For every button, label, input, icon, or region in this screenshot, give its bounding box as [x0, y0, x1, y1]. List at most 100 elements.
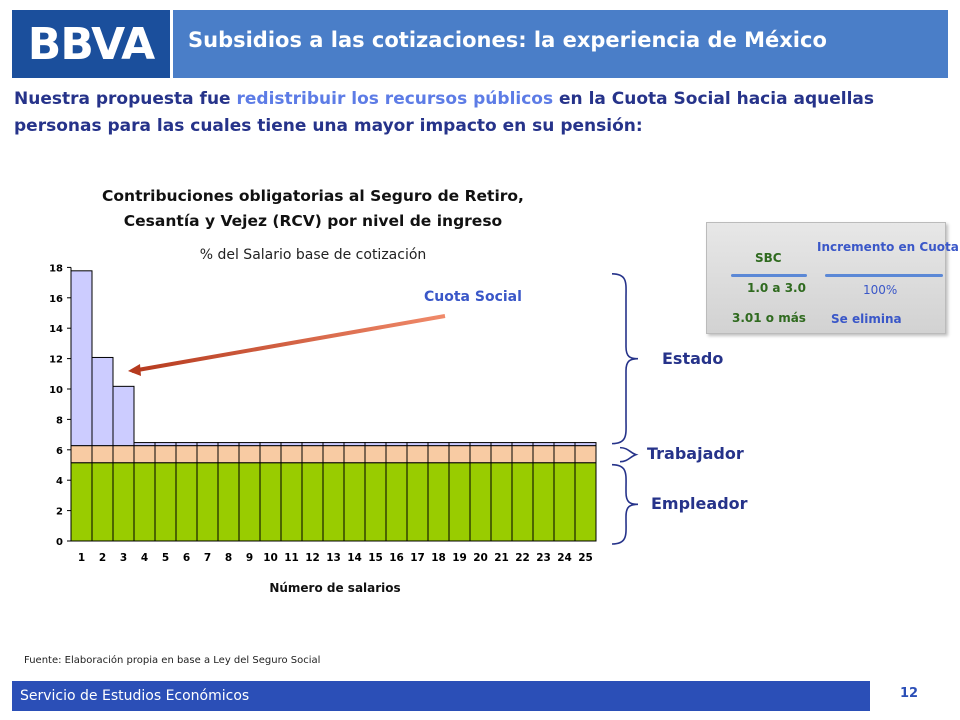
x-tick-label: 25	[578, 552, 593, 564]
bar-empleador-24	[553, 462, 576, 542]
bar-estado-13	[322, 442, 345, 447]
y-tick-label: 10	[49, 385, 63, 396]
bar-trabajador-9	[238, 445, 261, 464]
x-tick-label: 16	[389, 552, 404, 564]
bar-trabajador-22	[511, 445, 534, 464]
intro-text: Nuestra propuesta fue redistribuir los r…	[14, 86, 944, 140]
bar-estado-4	[133, 442, 156, 447]
bar-empleador-11	[280, 462, 303, 542]
bar-trabajador-20	[469, 445, 492, 464]
x-tick-label: 6	[183, 552, 190, 564]
y-tick-label: 0	[56, 537, 63, 548]
bar-trabajador-12	[301, 445, 324, 464]
x-tick-label: 4	[141, 552, 148, 564]
chart-subtitle: % del Salario base de cotización	[199, 247, 427, 263]
bar-trabajador-8	[217, 445, 240, 464]
x-tick-label: 8	[225, 552, 232, 564]
x-tick-label: 2	[99, 552, 106, 564]
source-note: Fuente: Elaboración propia en base a Ley…	[24, 655, 321, 666]
x-tick-label: 10	[263, 552, 278, 564]
bar-trabajador-2	[91, 445, 114, 464]
bar-trabajador-25	[574, 445, 597, 464]
x-axis-label: Número de salarios	[269, 581, 401, 595]
trabajador-label: Trabajador	[647, 444, 744, 463]
chart-title: Contribuciones obligatorias al Seguro de…	[102, 187, 524, 230]
bar-empleador-7	[196, 462, 219, 542]
bar-estado-22	[511, 442, 534, 447]
bar-empleador-8	[217, 462, 240, 542]
bar-empleador-22	[511, 462, 534, 542]
y-tick-label: 8	[56, 415, 63, 426]
y-tick-label: 6	[56, 446, 63, 457]
bar-estado-11	[280, 442, 303, 447]
bar-empleador-14	[343, 462, 366, 542]
bar-empleador-18	[427, 462, 450, 542]
sbc-header-underline	[731, 274, 807, 277]
page-number: 12	[899, 686, 919, 701]
bbva-logo: BBVA	[12, 10, 170, 78]
row1-value: 100%	[863, 283, 898, 297]
bar-empleador-21	[490, 462, 513, 542]
intro-part2: en la Cuota Social hacia aquellas person…	[14, 89, 874, 136]
page-number-box: 12	[870, 681, 948, 711]
bar-trabajador-10	[259, 445, 282, 464]
bar-empleador-4	[133, 462, 156, 542]
bar-estado-9	[238, 442, 261, 447]
bar-empleador-19	[448, 462, 471, 542]
row1-sbc: 1.0 a 3.0	[747, 281, 806, 295]
x-tick-label: 21	[494, 552, 509, 564]
bar-estado-10	[259, 442, 282, 447]
bar-estado-19	[448, 442, 471, 447]
bar-empleador-20	[469, 462, 492, 542]
bar-trabajador-3	[112, 445, 135, 464]
estado-brace	[611, 273, 639, 445]
x-tick-label: 17	[410, 552, 425, 564]
x-tick-label: 22	[515, 552, 530, 564]
bar-trabajador-21	[490, 445, 513, 464]
bar-empleador-17	[406, 462, 429, 542]
y-tick-label: 14	[49, 324, 63, 335]
bar-trabajador-15	[364, 445, 387, 464]
bar-trabajador-13	[322, 445, 345, 464]
bar-estado-18	[427, 442, 450, 447]
x-tick-label: 5	[162, 552, 169, 564]
bar-empleador-9	[238, 462, 261, 542]
bar-estado-1	[70, 270, 93, 447]
x-tick-label: 18	[431, 552, 446, 564]
bar-estado-17	[406, 442, 429, 447]
bar-empleador-12	[301, 462, 324, 542]
cuota-social-label: Cuota Social	[424, 289, 522, 305]
footer: Servicio de Estudios Económicos 12	[12, 681, 948, 711]
sbc-header: SBC	[755, 251, 782, 265]
x-tick-label: 9	[246, 552, 253, 564]
intro-part1: Nuestra propuesta fue	[14, 89, 237, 109]
bar-estado-5	[154, 442, 177, 447]
y-tick-label: 12	[49, 355, 63, 366]
x-tick-label: 23	[536, 552, 551, 564]
y-tick-label: 18	[49, 263, 63, 274]
bar-trabajador-11	[280, 445, 303, 464]
bar-estado-2	[91, 356, 114, 447]
bar-estado-12	[301, 442, 324, 447]
bar-empleador-15	[364, 462, 387, 542]
x-tick-label: 7	[204, 552, 211, 564]
bar-estado-3	[112, 385, 135, 447]
y-tick-label: 16	[49, 294, 63, 305]
x-tick-label: 11	[284, 552, 299, 564]
logo-text: BBVA	[27, 18, 155, 70]
empleador-brace	[611, 463, 639, 545]
x-tick-label: 12	[305, 552, 320, 564]
bar-empleador-10	[259, 462, 282, 542]
bar-empleador-1	[70, 462, 93, 542]
bar-trabajador-4	[133, 445, 156, 464]
bar-estado-8	[217, 442, 240, 447]
bar-trabajador-19	[448, 445, 471, 464]
bar-trabajador-6	[175, 445, 198, 464]
row2-sbc: 3.01 o más	[732, 311, 806, 325]
bar-trabajador-18	[427, 445, 450, 464]
x-tick-label: 14	[347, 552, 362, 564]
cuota-social-table: SBC Incremento en Cuota Social 1.0 a 3.0…	[706, 222, 960, 334]
intro-highlight: redistribuir los recursos públicos	[236, 89, 554, 109]
trabajador-brace	[619, 446, 639, 463]
